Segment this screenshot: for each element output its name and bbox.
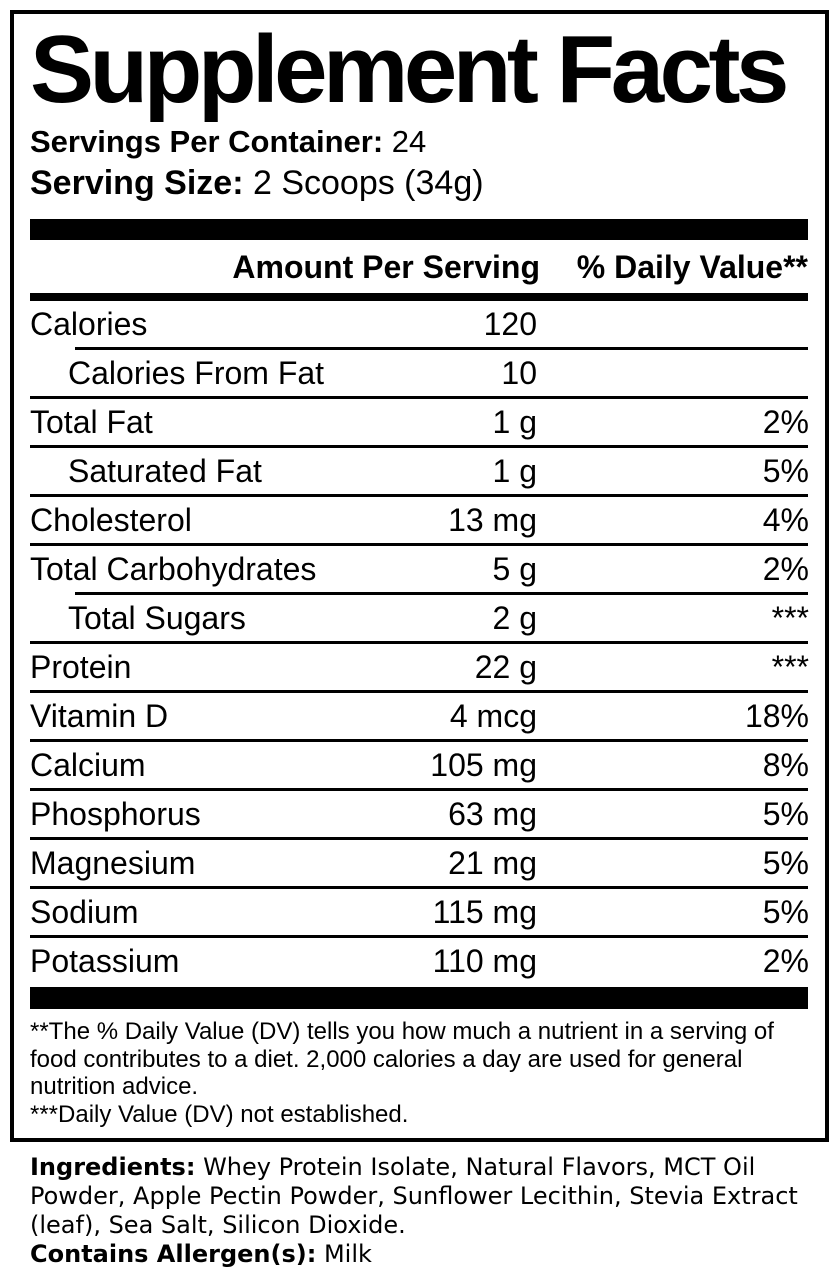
allergen-value: Milk: [323, 1240, 372, 1269]
table-row-calories: Calories 120: [30, 301, 808, 347]
nutrient-amount: 5 g: [492, 550, 537, 587]
nutrient-daily-value: 18%: [744, 697, 809, 734]
row-separator-indented: [75, 592, 808, 596]
nutrient-name: Magnesium: [30, 844, 196, 881]
row-separator: [30, 739, 808, 743]
nutrient-amount: 115 mg: [432, 893, 537, 930]
nutrient-amount: 13 mg: [448, 501, 537, 538]
nutrient-amount: 105 mg: [430, 746, 537, 783]
nutrient-daily-value: ***: [771, 599, 809, 636]
nutrient-daily-value: 2%: [762, 550, 809, 587]
nutrient-name: Sodium: [30, 893, 139, 930]
row-separator: [30, 788, 808, 792]
ingredients-list: Ingredients: Whey Protein Isolate, Natur…: [30, 1153, 809, 1240]
nutrient-name: Vitamin D: [30, 697, 169, 734]
serving-size-label: Serving Size:: [30, 164, 244, 203]
servings-per-container-value: 24: [391, 124, 427, 160]
nutrient-name: Total Carbohydrates: [30, 550, 317, 587]
nutrient-amount: 22 g: [474, 648, 537, 685]
table-row-potassium: Potassium 110 mg 2%: [30, 938, 809, 984]
nutrient-daily-value: 5%: [762, 795, 809, 832]
nutrient-daily-value: 5%: [762, 452, 809, 489]
servings-per-container: Servings Per Container: 24: [30, 123, 808, 161]
row-separator: [30, 886, 808, 890]
ingredients-section: Ingredients: Whey Protein Isolate, Natur…: [30, 1153, 809, 1269]
nutrient-name: Total Fat: [30, 403, 153, 440]
nutrient-amount: 1 g: [492, 452, 537, 489]
table-row-sodium: Sodium 115 mg 5%: [30, 889, 809, 935]
supplement-facts-panel: Supplement Facts Servings Per Container:…: [10, 10, 829, 1143]
page-title: Supplement Facts: [30, 16, 789, 123]
row-separator: [30, 935, 808, 939]
nutrient-amount: 120: [483, 305, 537, 342]
allergen-label: Contains Allergen(s):: [30, 1240, 317, 1269]
allergen-statement: Contains Allergen(s): Milk: [30, 1240, 809, 1269]
nutrient-name: Protein: [30, 648, 132, 685]
nutrient-name: Calories From Fat: [68, 354, 325, 391]
thick-divider-bottom: [30, 987, 808, 1010]
nutrient-amount: 4 mcg: [449, 697, 537, 734]
nutrient-daily-value: 4%: [762, 501, 809, 538]
nutrient-amount: 2 g: [492, 599, 537, 636]
table-row-total-carbohydrates: Total Carbohydrates 5 g 2%: [30, 546, 809, 592]
nutrient-daily-value: 2%: [762, 403, 809, 440]
table-row-cholesterol: Cholesterol 13 mg 4%: [30, 497, 809, 543]
nutrient-daily-value: 2%: [762, 942, 809, 979]
row-separator: [30, 396, 808, 400]
table-row-total-sugars: Total Sugars 2 g ***: [30, 595, 809, 641]
nutrient-name: Saturated Fat: [68, 452, 262, 489]
nutrient-name: Cholesterol: [30, 501, 192, 538]
nutrient-amount: 1 g: [492, 403, 537, 440]
nutrient-amount: 10: [501, 354, 537, 391]
nutrient-amount: 110 mg: [432, 942, 537, 979]
row-separator: [30, 543, 808, 547]
table-row-calcium: Calcium 105 mg 8%: [30, 742, 809, 788]
table-row-magnesium: Magnesium 21 mg 5%: [30, 840, 809, 886]
nutrient-daily-value: 8%: [762, 746, 809, 783]
servings-per-container-label: Servings Per Container:: [30, 124, 384, 160]
nutrient-name: Potassium: [30, 942, 180, 979]
footnote-daily-value: **The % Daily Value (DV) tells you how m…: [30, 1018, 774, 1101]
table-row-phosphorus: Phosphorus 63 mg 5%: [30, 791, 809, 837]
serving-size-value: 2 Scoops (34g): [252, 164, 484, 203]
footnote-not-established: ***Daily Value (DV) not established.: [30, 1100, 409, 1128]
ingredients-label: Ingredients:: [30, 1153, 196, 1182]
nutrient-name: Total Sugars: [68, 599, 246, 636]
nutrient-daily-value: ***: [771, 648, 809, 685]
nutrient-amount: 63 mg: [448, 795, 537, 832]
row-separator: [30, 445, 808, 449]
column-header-daily-value: % Daily Value**: [576, 249, 808, 286]
row-separator: [30, 837, 808, 841]
nutrient-name: Phosphorus: [30, 795, 201, 832]
row-separator: [30, 494, 808, 498]
nutrient-amount: 21 mg: [448, 844, 537, 881]
footnotes: **The % Daily Value (DV) tells you how m…: [30, 1009, 808, 1138]
nutrient-daily-value: 5%: [762, 844, 809, 881]
serving-size: Serving Size: 2 Scoops (34g): [30, 161, 808, 206]
table-row-total-fat: Total Fat 1 g 2%: [30, 399, 809, 445]
row-separator: [30, 690, 808, 694]
nutrient-name: Calories: [30, 305, 148, 342]
table-header: Amount Per Serving % Daily Value**: [30, 240, 808, 293]
table-row-saturated-fat: Saturated Fat 1 g 5%: [30, 448, 809, 494]
header-underline: [30, 293, 808, 302]
nutrient-daily-value: 5%: [762, 893, 809, 930]
table-row-calories-from-fat: Calories From Fat 10: [30, 350, 808, 396]
column-header-amount: Amount Per Serving: [232, 249, 540, 286]
supplement-label-page: Supplement Facts Servings Per Container:…: [0, 10, 839, 1269]
table-row-vitamin-d: Vitamin D 4 mcg 18%: [30, 693, 809, 739]
thick-divider-top: [30, 219, 808, 241]
ingredients-value: Whey Protein Isolate, Natural Flavors, M…: [30, 1153, 798, 1240]
nutrient-name: Calcium: [30, 746, 146, 783]
row-separator-indented: [75, 347, 808, 351]
row-separator: [30, 641, 808, 645]
table-row-protein: Protein 22 g ***: [30, 644, 809, 690]
